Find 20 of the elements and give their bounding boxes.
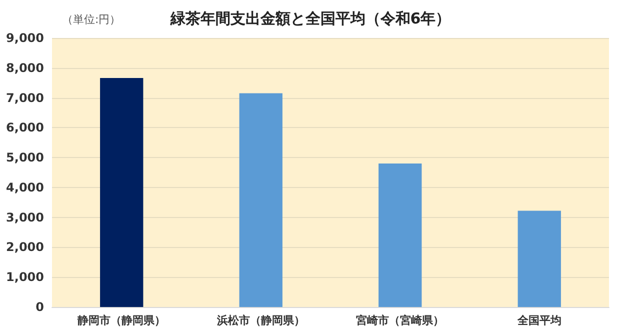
x-tick-label: 全国平均 xyxy=(516,314,562,327)
bar xyxy=(239,93,282,307)
bar xyxy=(518,210,561,307)
chart-title: 緑茶年間支出金額と全国平均（令和6年） xyxy=(169,10,451,28)
y-tick-label: 6,000 xyxy=(6,120,44,135)
y-tick-label: 1,000 xyxy=(6,270,44,284)
y-tick-label: 0 xyxy=(36,300,44,314)
y-tick-label: 3,000 xyxy=(6,210,44,224)
y-tick-label: 2,000 xyxy=(6,240,44,254)
bar xyxy=(378,164,422,307)
y-tick-label: 4,000 xyxy=(6,180,44,194)
x-tick-label: 浜松市（静岡県） xyxy=(216,314,305,327)
y-tick-label: 8,000 xyxy=(6,60,44,75)
x-tick-label: 静岡市（静岡県） xyxy=(76,314,166,327)
y-tick-label: 9,000 xyxy=(6,31,44,45)
y-tick-label: 5,000 xyxy=(6,150,44,165)
text: （単位:円） xyxy=(62,13,121,26)
bar xyxy=(100,78,144,307)
x-tick-label: 宮崎市（宮崎県） xyxy=(356,314,444,327)
y-tick-label: 7,000 xyxy=(6,90,44,105)
